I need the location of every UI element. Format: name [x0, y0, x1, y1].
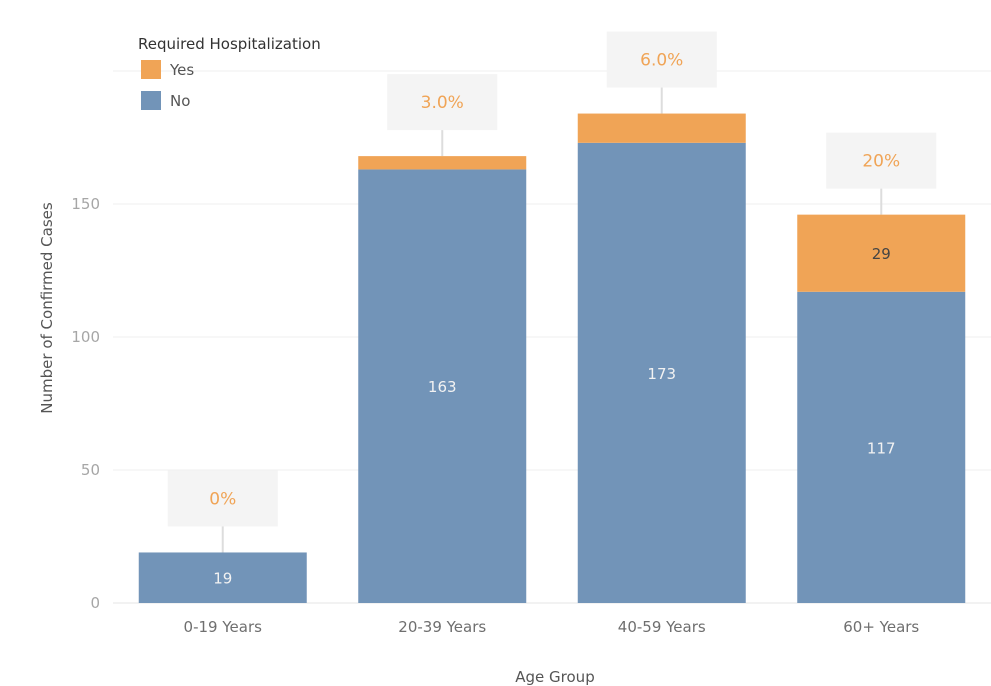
bar-yes-value-label: 29: [872, 245, 891, 263]
bars: 19 163 173 117 29: [138, 113, 966, 604]
y-axis-title: Number of Confirmed Cases: [38, 202, 56, 414]
percent-callout-box: [826, 132, 937, 189]
percent-callout-box: [167, 470, 278, 527]
legend: Required Hospitalization Yes No: [6, 10, 321, 110]
percent-label: 3.0%: [421, 93, 464, 113]
legend-swatch-yes: [141, 60, 161, 79]
legend-title: Required Hospitalization: [138, 35, 321, 53]
x-tick-label: 20-39 Years: [398, 618, 486, 636]
percent-callout-box: [606, 31, 717, 88]
y-tick-label: 50: [81, 461, 100, 479]
bar-yes: [797, 214, 966, 292]
bar-no: [797, 291, 966, 603]
bar-no: [577, 142, 746, 603]
bar-no: [138, 552, 307, 603]
bar-no-value-label: 117: [867, 439, 896, 457]
percent-label: 6.0%: [640, 51, 683, 71]
x-axis-ticks: 0-19 Years 20-39 Years 40-59 Years 60+ Year…: [184, 618, 920, 636]
y-tick-label: 100: [71, 328, 100, 346]
percent-label: 20%: [862, 152, 900, 172]
percent-callout-box: [387, 74, 498, 131]
x-axis-title: Age Group: [515, 668, 594, 686]
legend-swatch-no: [141, 91, 161, 110]
bar-no-value-label: 163: [428, 378, 457, 396]
legend-backdrop: [6, 10, 104, 107]
bar-yes: [358, 156, 527, 170]
percent-label: 0%: [209, 489, 236, 509]
legend-label-yes: Yes: [169, 61, 194, 79]
percent-callouts: 0% 3.0% 6.0% 20%: [167, 31, 937, 553]
bar-no-value-label: 19: [213, 570, 232, 588]
x-tick-label: 60+ Years: [843, 618, 919, 636]
bar-no-value-label: 173: [647, 365, 676, 383]
x-tick-label: 0-19 Years: [184, 618, 263, 636]
legend-label-no: No: [170, 92, 190, 110]
x-tick-label: 40-59 Years: [618, 618, 706, 636]
bar-no: [358, 169, 527, 604]
bar-yes: [577, 113, 746, 143]
y-axis-ticks: 050100150200: [71, 62, 100, 612]
y-tick-label: 150: [71, 195, 100, 213]
y-tick-label: 0: [90, 594, 100, 612]
